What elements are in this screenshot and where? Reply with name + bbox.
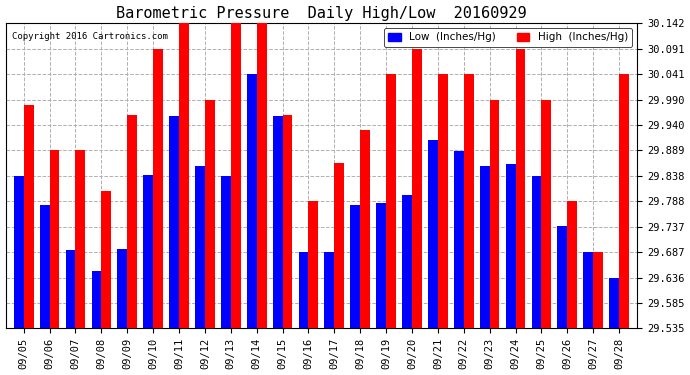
Bar [195,166,205,328]
Title: Barometric Pressure  Daily High/Low  20160929: Barometric Pressure Daily High/Low 20160… [116,6,526,21]
Bar [351,205,360,328]
Bar [609,278,619,328]
Bar [542,100,551,328]
Bar [490,100,500,328]
Bar [360,130,370,328]
Bar [75,150,86,328]
Bar [257,23,266,328]
Bar [335,164,344,328]
Bar [454,151,464,328]
Legend: Low  (Inches/Hg), High  (Inches/Hg): Low (Inches/Hg), High (Inches/Hg) [384,28,632,46]
Bar [376,203,386,328]
Bar [583,252,593,328]
Bar [247,74,257,328]
Bar [402,195,412,328]
Bar [567,201,577,328]
Bar [619,74,629,328]
Bar [464,74,473,328]
Bar [230,23,241,328]
Bar [412,49,422,328]
Bar [324,252,335,328]
Bar [169,116,179,328]
Bar [92,271,101,328]
Bar [593,252,603,328]
Bar [506,164,515,328]
Bar [127,115,137,328]
Bar [558,226,567,328]
Bar [23,105,34,328]
Bar [14,176,23,328]
Bar [221,176,230,328]
Bar [515,49,525,328]
Bar [299,252,308,328]
Bar [531,176,542,328]
Bar [144,175,153,328]
Bar [308,201,318,328]
Bar [428,140,438,328]
Bar [273,116,283,328]
Bar [179,23,189,328]
Bar [438,74,448,328]
Bar [50,150,59,328]
Bar [40,205,50,328]
Bar [480,166,490,328]
Bar [66,251,75,328]
Bar [283,115,293,328]
Bar [101,191,111,328]
Bar [386,74,396,328]
Bar [153,49,163,328]
Bar [205,100,215,328]
Bar [117,249,127,328]
Text: Copyright 2016 Cartronics.com: Copyright 2016 Cartronics.com [12,32,168,41]
